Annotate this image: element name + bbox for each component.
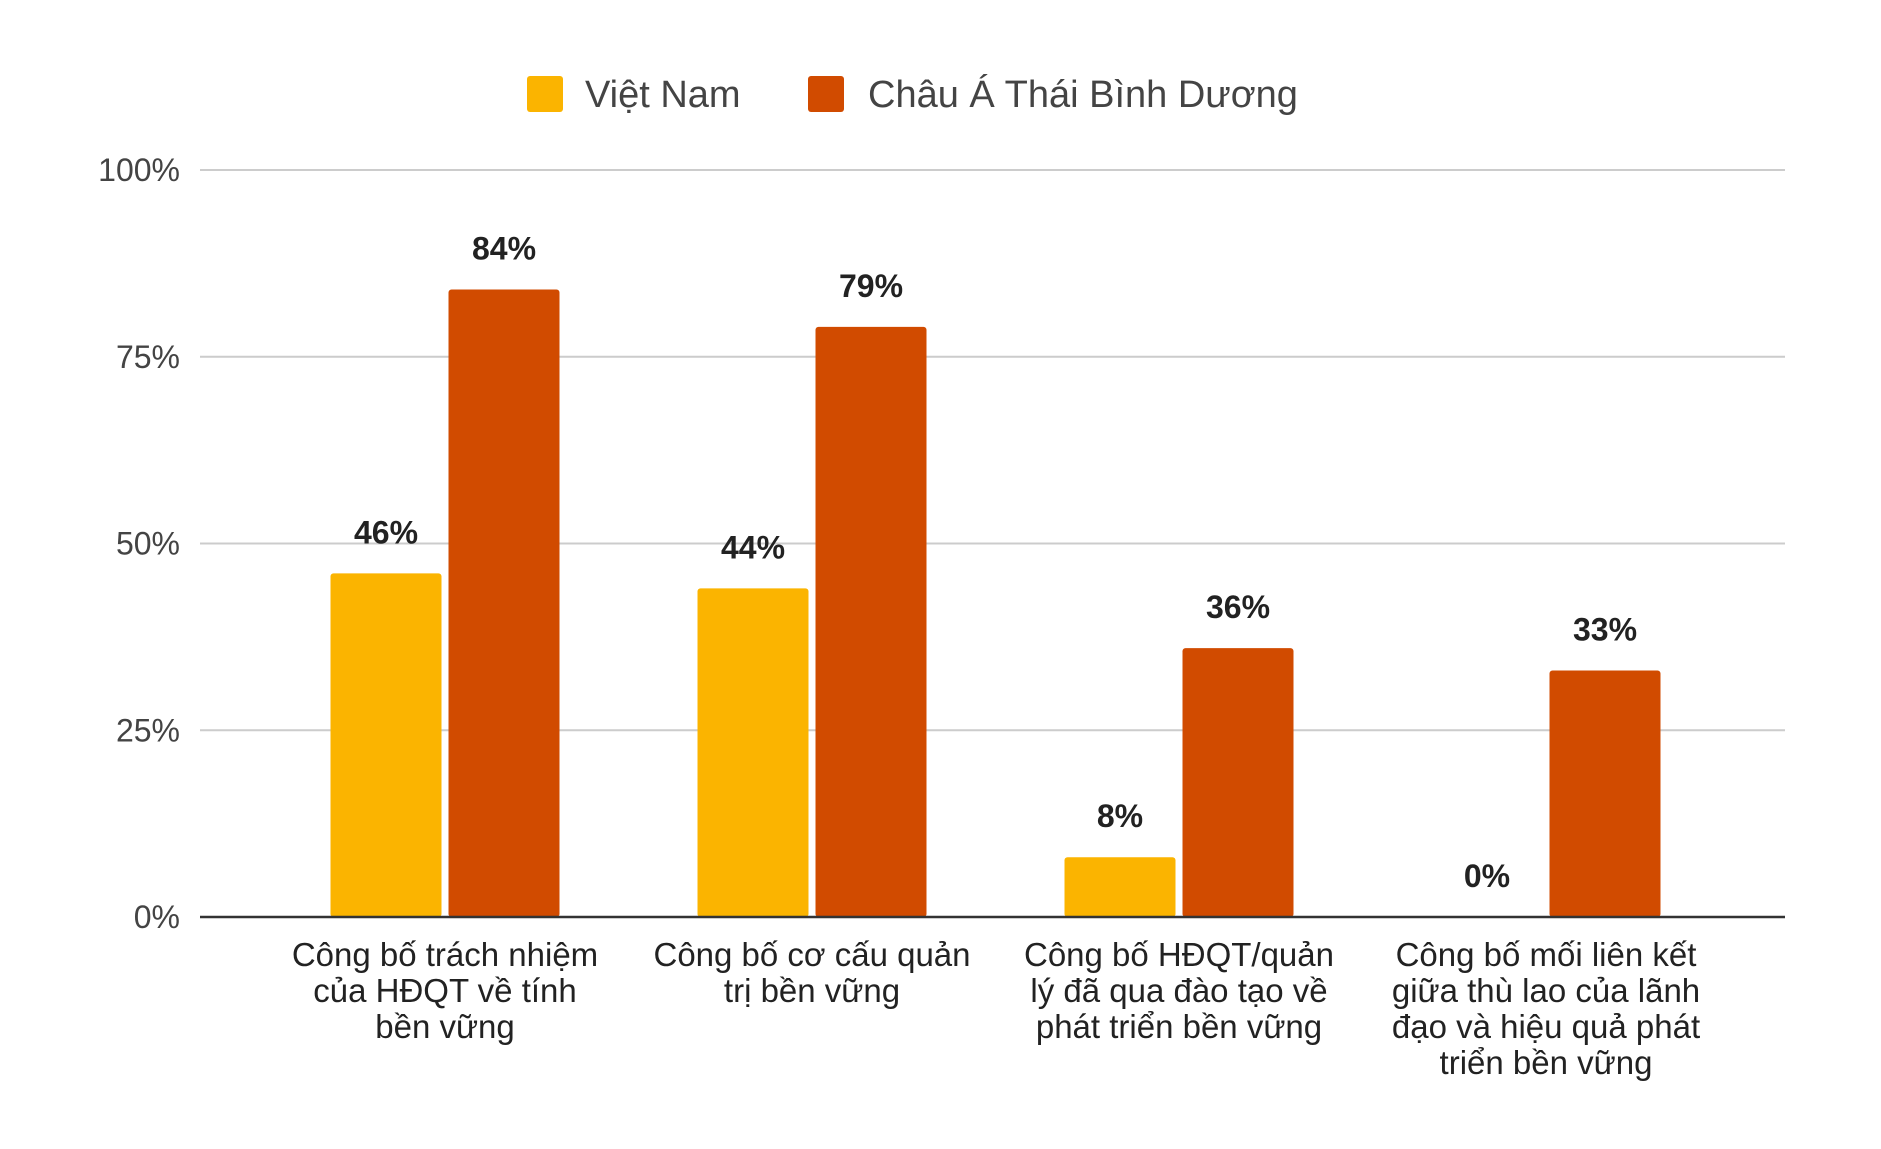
bars [330, 289, 1661, 917]
bar-vietnam-2 [697, 588, 809, 917]
category-label-4-line-4: triển bền vững [1440, 1044, 1653, 1081]
data-label-vietnam-2: 44% [721, 529, 785, 565]
bar-asia-pacific-3 [1182, 648, 1294, 917]
category-label-4-line-1: Công bố mối liên kết [1396, 936, 1697, 973]
bar-vietnam-3 [1064, 857, 1176, 917]
legend-label-1: Việt Nam [585, 74, 741, 116]
category-label-3: Công bố HĐQT/quản lý đã qua đào tạo về phá… [1024, 936, 1334, 1045]
data-label-vietnam-1: 46% [354, 514, 418, 550]
y-tick-label-50: 50% [116, 526, 180, 562]
legend: Việt Nam Châu Á Thái Bình Dương [527, 73, 1298, 116]
y-tick-label-100: 100% [98, 152, 180, 188]
category-label-4-line-2: giữa thù lao của lãnh [1392, 972, 1700, 1009]
data-label-asia-pacific-3: 36% [1206, 589, 1270, 625]
y-axis: 0% 25% 50% 75% 100% [98, 152, 180, 935]
data-label-asia-pacific-1: 84% [472, 231, 536, 267]
data-label-vietnam-3: 8% [1097, 798, 1143, 834]
bar-asia-pacific-4 [1549, 670, 1661, 917]
data-label-vietnam-4: 0% [1464, 858, 1510, 894]
category-label-1-line-3: bền vững [375, 1008, 515, 1045]
legend-label-2: Châu Á Thái Bình Dương [868, 73, 1298, 116]
category-label-1: Công bố trách nhiệm của HĐQT về tính bền v… [292, 936, 598, 1045]
category-label-1-line-1: Công bố trách nhiệm [292, 936, 598, 973]
category-label-2-line-1: Công bố cơ cấu quản [653, 936, 970, 973]
y-tick-label-25: 25% [116, 712, 180, 748]
category-label-3-line-3: phát triển bền vững [1036, 1008, 1322, 1045]
bar-asia-pacific-2 [815, 326, 927, 917]
category-label-2: Công bố cơ cấu quản trị bền vững [653, 936, 970, 1009]
category-label-4-line-3: đạo và hiệu quả phát [1392, 1008, 1700, 1045]
data-labels: 46% 84% 44% 79% 8% 36% 0% 33% [354, 231, 1637, 894]
legend-swatch-1 [527, 76, 563, 112]
y-tick-label-0: 0% [134, 899, 180, 935]
legend-swatch-2 [808, 76, 844, 112]
bar-vietnam-1 [330, 573, 442, 917]
category-label-2-line-2: trị bền vững [724, 972, 900, 1009]
data-label-asia-pacific-2: 79% [839, 268, 903, 304]
y-tick-label-75: 75% [116, 339, 180, 375]
data-label-asia-pacific-4: 33% [1573, 611, 1637, 647]
bar-asia-pacific-1 [448, 289, 560, 917]
category-label-4: Công bố mối liên kết giữa thù lao của lãn… [1392, 936, 1700, 1081]
category-label-1-line-2: của HĐQT về tính [313, 972, 577, 1009]
x-axis: Công bố trách nhiệm của HĐQT về tính bền v… [200, 915, 1785, 1081]
category-label-3-line-2: lý đã qua đào tạo về [1030, 972, 1327, 1009]
category-label-3-line-1: Công bố HĐQT/quản [1024, 936, 1334, 973]
